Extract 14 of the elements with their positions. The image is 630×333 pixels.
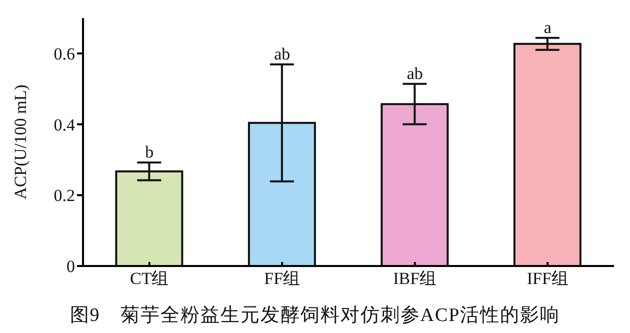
annotation: ab (274, 44, 290, 64)
x-tick-label: IFF组 (526, 269, 568, 288)
annotation: ab (406, 64, 423, 83)
x-tick-label: IBF组 (393, 269, 437, 288)
annotation: a (544, 18, 552, 37)
y-axis-title: ACP(U/100 mL) (11, 84, 30, 200)
y-tick-label: 0.2 (54, 186, 75, 206)
y-tick-label: 0.6 (54, 44, 75, 64)
annotation: b (145, 142, 154, 162)
x-tick-label: FF组 (264, 269, 300, 288)
x-tick-label: CT组 (130, 269, 169, 288)
y-tick-label: 0.4 (54, 115, 76, 134)
y-tick-label: 0 (66, 257, 75, 276)
text: 图9 菊芋全粉益生元发酵饲料对仿刺参ACP活性的影响 (68, 304, 562, 328)
